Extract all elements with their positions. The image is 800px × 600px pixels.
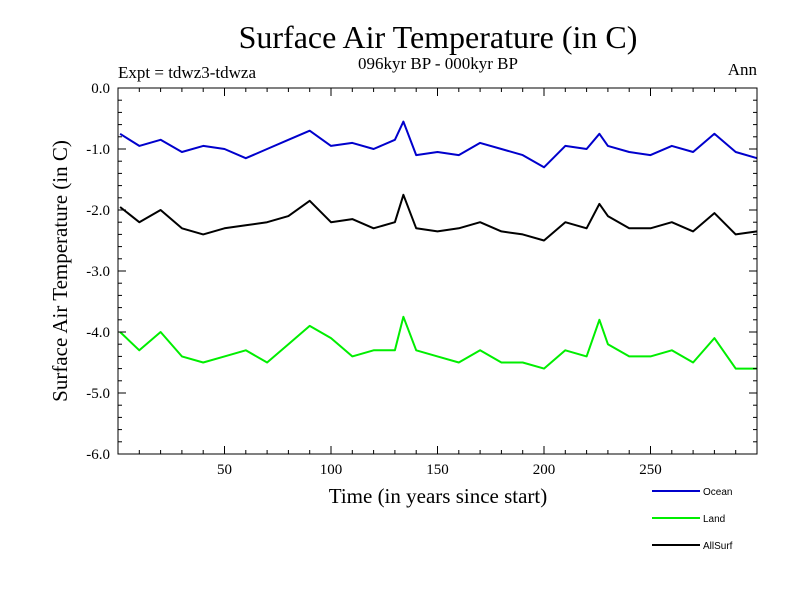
axes: 50 100 150 200 250 0.0 -1.0 -2.0 -3.0 -4.0 -5.0 -6.… bbox=[86, 81, 757, 478]
x-tick-label: 100 bbox=[320, 462, 343, 478]
experiment-label: Expt = tdwz3-tdwza bbox=[118, 63, 256, 82]
legend-label-allsurf: AllSurf bbox=[703, 541, 733, 552]
x-tick-label: 50 bbox=[217, 462, 232, 478]
y-tick-label: -4.0 bbox=[86, 325, 110, 341]
y-axis-label: Surface Air Temperature (in C) bbox=[48, 140, 72, 402]
chart-title: Surface Air Temperature (in C) bbox=[239, 19, 638, 55]
legend: Ocean Land AllSurf bbox=[652, 487, 733, 552]
series-line-allsurf bbox=[119, 193, 758, 242]
y-tick-label: -3.0 bbox=[86, 264, 110, 280]
x-tick-label: 150 bbox=[426, 462, 449, 478]
y-tick-label: -2.0 bbox=[86, 203, 110, 219]
series-line-ocean bbox=[119, 120, 758, 169]
plot-frame bbox=[117, 87, 758, 455]
plot-area bbox=[119, 120, 758, 370]
legend-label-land: Land bbox=[703, 514, 725, 525]
series-line-land bbox=[119, 315, 757, 370]
x-axis-label: Time (in years since start) bbox=[329, 484, 548, 508]
y-tick-label: -1.0 bbox=[86, 142, 110, 158]
season-label: Ann bbox=[728, 60, 758, 79]
x-tick-label: 200 bbox=[533, 462, 556, 478]
chart-subtitle: 096kyr BP - 000kyr BP bbox=[358, 54, 518, 73]
legend-label-ocean: Ocean bbox=[703, 487, 732, 498]
y-tick-label: -6.0 bbox=[86, 447, 110, 463]
y-tick-label: 0.0 bbox=[91, 81, 110, 97]
x-tick-label: 250 bbox=[639, 462, 662, 478]
y-tick-label: -5.0 bbox=[86, 386, 110, 402]
